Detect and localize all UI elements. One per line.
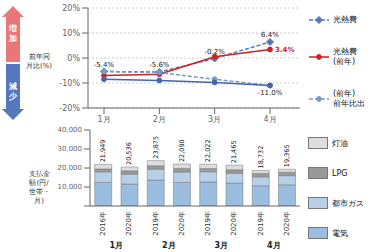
svg-text:-5.4%: -5.4% <box>94 61 115 69</box>
svg-text:-11.0%: -11.0% <box>258 89 283 97</box>
svg-text:2020年: 2020年 <box>125 211 133 236</box>
svg-text:2019年: 2019年 <box>152 211 160 236</box>
svg-text:6.4%: 6.4% <box>261 31 279 39</box>
svg-text:2016年: 2016年 <box>99 211 107 236</box>
svg-text:-10%: -10% <box>59 79 80 88</box>
svg-text:40,000: 40,000 <box>58 126 83 134</box>
html-text:減 少: 減 少 <box>9 82 17 101</box>
svg-text:20%: 20% <box>62 4 80 13</box>
html-text:支払金 額(円/ 世帯・ 月): 支払金 額(円/ 世帯・ 月) <box>28 170 50 205</box>
svg-text:10%: 10% <box>62 29 80 38</box>
svg-text:2019年: 2019年 <box>204 211 212 236</box>
svg-text:22,090: 22,090 <box>178 139 186 162</box>
svg-text:22,022: 22,022 <box>204 139 212 162</box>
svg-text:20,536: 20,536 <box>125 142 133 165</box>
html-text:灯油: 灯油 <box>332 138 348 148</box>
svg-text:2020年: 2020年 <box>230 211 238 236</box>
svg-text:20,000: 20,000 <box>58 164 83 172</box>
html-text:前年同 月比(%): 前年同 月比(%) <box>25 53 53 70</box>
svg-text:21,949: 21,949 <box>99 140 107 163</box>
svg-text:2月: 2月 <box>162 241 176 250</box>
html-text:電気: 電気 <box>332 228 348 238</box>
svg-text:1月: 1月 <box>109 241 123 250</box>
svg-text:3.4%: 3.4% <box>275 46 294 54</box>
svg-text:19,365: 19,365 <box>283 144 291 167</box>
html-text:都市ガス: 都市ガス <box>332 198 364 208</box>
html-text:(前年) 前年比出: (前年) 前年比出 <box>333 89 365 108</box>
svg-text:4月: 4月 <box>263 115 276 124</box>
svg-text:4月: 4月 <box>267 241 281 250</box>
svg-text:1月: 1月 <box>97 115 110 124</box>
svg-text:23,875: 23,875 <box>152 136 160 159</box>
html-text:光熱費 (前年): 光熱費 (前年) <box>333 47 357 66</box>
svg-text:30,000: 30,000 <box>58 145 83 153</box>
svg-text:3月: 3月 <box>208 115 221 124</box>
svg-text:2020年: 2020年 <box>283 211 291 236</box>
svg-text:18,732: 18,732 <box>257 146 265 169</box>
svg-text:-20%: -20% <box>59 104 80 113</box>
html-text:増 加: 増 加 <box>9 24 17 43</box>
svg-text:10,000: 10,000 <box>58 183 83 191</box>
html-text:LPG: LPG <box>332 168 348 178</box>
svg-text:3月: 3月 <box>214 241 228 250</box>
svg-text:21,465: 21,465 <box>230 140 238 163</box>
svg-text:-5.6%: -5.6% <box>149 61 170 69</box>
svg-text:0%: 0% <box>67 54 80 63</box>
svg-text:-0.2%: -0.2% <box>205 48 226 56</box>
html-text:光熱費: 光熱費 <box>333 15 357 24</box>
svg-text:2020年: 2020年 <box>178 211 186 236</box>
svg-text:2月: 2月 <box>153 115 166 124</box>
svg-text:2019年: 2019年 <box>257 211 265 236</box>
